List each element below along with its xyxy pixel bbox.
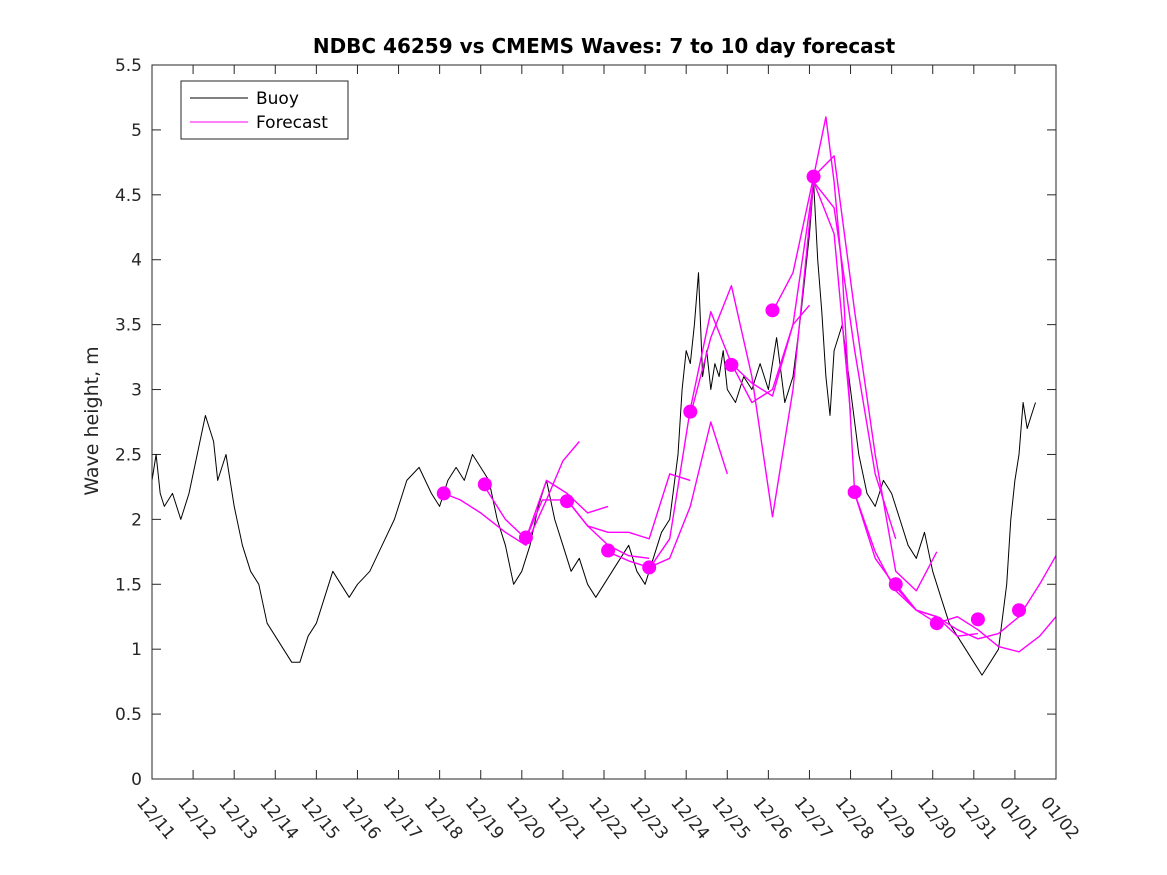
forecast-marker-point <box>765 303 780 318</box>
forecast-segment-line <box>854 493 1057 653</box>
y-tick-label: 1 <box>131 640 142 660</box>
y-tick-label: 5.5 <box>115 56 142 76</box>
forecast-marker-point <box>601 543 616 558</box>
forecast-marker-point <box>724 357 739 372</box>
y-axis-label: Wave height, m <box>81 346 103 495</box>
forecast-marker-point <box>683 404 698 419</box>
legend: Buoy Forecast <box>180 80 349 140</box>
forecast-marker-point <box>929 616 944 631</box>
forecast-marker-point <box>806 169 821 184</box>
forecast-segment-line <box>771 155 938 592</box>
y-axis: 0 0.5 1 1.5 2 2.5 3 3.5 4 4.5 5 5.5 <box>115 56 1056 790</box>
forecast-segment-line <box>443 441 580 546</box>
forecast-marker-point <box>847 485 862 500</box>
forecast-marker-point <box>1012 603 1027 618</box>
forecast-segment-line <box>689 181 852 518</box>
y-tick-label: 2 <box>131 510 142 530</box>
y-tick-label: 3.5 <box>115 316 142 336</box>
y-tick-label: 5 <box>131 121 142 141</box>
forecast-segment-line <box>895 555 1057 640</box>
plot-border <box>151 64 1057 780</box>
legend-box <box>180 80 349 140</box>
chart-title: NDBC 46259 vs CMEMS Waves: 7 to 10 day f… <box>313 34 896 58</box>
forecast-marker-point <box>518 530 533 545</box>
plot-area <box>152 65 1056 779</box>
plot-content <box>151 116 1057 676</box>
forecast-marker-point <box>560 494 575 509</box>
forecast-segment-line <box>566 473 691 540</box>
y-tick-label: 1.5 <box>115 575 142 595</box>
y-tick-label: 0 <box>131 770 142 790</box>
forecast-segment-line <box>607 421 728 569</box>
y-tick-label: 4 <box>131 251 142 271</box>
legend-forecast-label: Forecast <box>256 113 328 133</box>
forecast-marker-point <box>888 577 903 592</box>
forecast-marker-point <box>970 612 985 627</box>
forecast-marker-point <box>642 560 657 575</box>
y-tick-label: 0.5 <box>115 705 142 725</box>
y-tick-label: 2.5 <box>115 445 142 465</box>
y-tick-label: 3 <box>131 381 142 401</box>
forecast-marker-point <box>477 477 492 492</box>
forecast-segment-line <box>484 479 609 540</box>
y-tick-label: 4.5 <box>115 186 142 206</box>
forecast-marker-point <box>436 486 451 501</box>
legend-buoy-label: Buoy <box>256 89 299 109</box>
